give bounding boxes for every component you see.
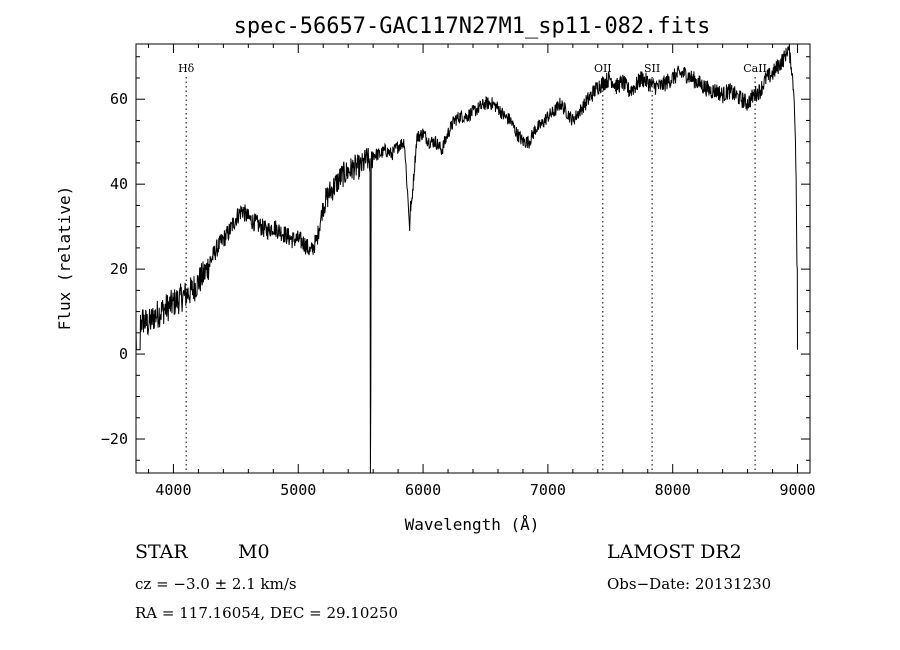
object-type: STAR bbox=[135, 541, 188, 563]
axis-ticks bbox=[136, 44, 810, 473]
x-tick-label: 6000 bbox=[405, 481, 441, 499]
spectrum-series bbox=[135, 43, 798, 474]
x-tick-label: 7000 bbox=[530, 481, 566, 499]
y-tick-label: −20 bbox=[101, 430, 128, 448]
spectral-line-markers: Hδ OII SII CaII bbox=[178, 62, 767, 473]
y-tick-label: 60 bbox=[110, 90, 128, 108]
spectrum-line bbox=[135, 43, 798, 474]
spectral-line-label: OII bbox=[594, 62, 612, 75]
y-tick-label: 20 bbox=[110, 260, 128, 278]
y-tick-label: 40 bbox=[110, 175, 128, 193]
survey-name: LAMOST DR2 bbox=[607, 541, 742, 563]
y-tick-label: 0 bbox=[119, 345, 128, 363]
x-tick-label: 5000 bbox=[280, 481, 316, 499]
chart-title: spec-56657-GAC117N27M1_sp11-082.fits bbox=[234, 14, 711, 39]
spectral-line-label: Hδ bbox=[178, 62, 195, 75]
x-tick-label: 9000 bbox=[779, 481, 815, 499]
spectral-line-label: CaII bbox=[743, 62, 767, 75]
x-tick-label: 8000 bbox=[655, 481, 691, 499]
observation-date: Obs−Date: 20131230 bbox=[607, 575, 772, 593]
y-axis-label: Flux (relative) bbox=[55, 186, 74, 331]
tick-labels: 4000 5000 6000 7000 8000 9000 −20 0 20 40 60 bbox=[101, 90, 816, 499]
spectral-subclass: M0 bbox=[238, 541, 270, 563]
redshift-velocity: cz = −3.0 ± 2.1 km/s bbox=[135, 575, 297, 593]
x-tick-label: 4000 bbox=[155, 481, 191, 499]
coordinates: RA = 117.16054, DEC = 29.10250 bbox=[135, 604, 399, 622]
x-axis-label: Wavelength (Å) bbox=[405, 515, 540, 534]
spectral-line-label: SII bbox=[644, 62, 660, 75]
